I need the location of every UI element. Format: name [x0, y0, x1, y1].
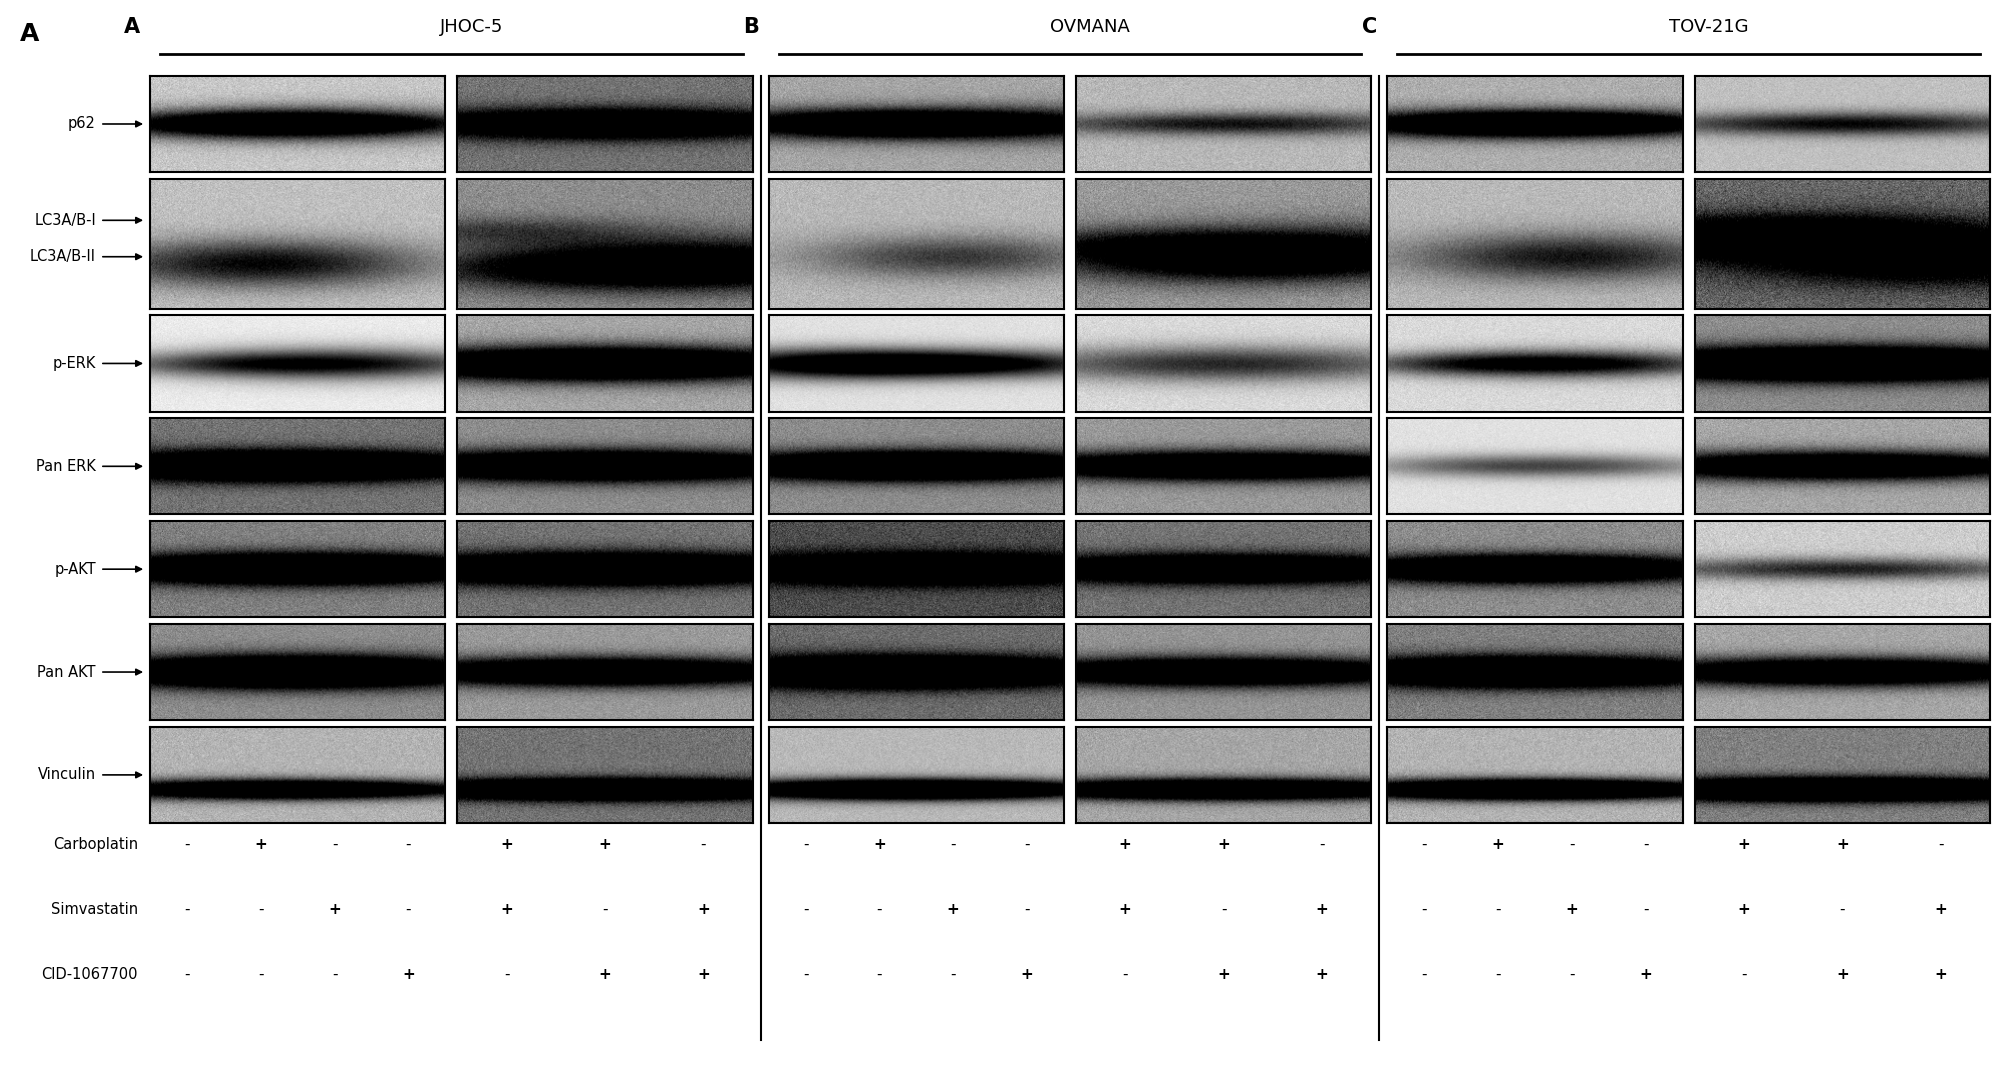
Text: +: +	[1566, 902, 1578, 917]
Text: -: -	[258, 902, 264, 917]
Text: -: -	[1320, 837, 1324, 852]
Text: -: -	[1570, 837, 1574, 852]
Text: -: -	[332, 967, 338, 982]
Text: -: -	[700, 837, 706, 852]
Text: A: A	[20, 22, 40, 45]
Text: +: +	[1738, 902, 1750, 917]
Text: A: A	[124, 17, 140, 37]
Text: -: -	[184, 902, 190, 917]
Text: B: B	[742, 17, 758, 37]
Text: -: -	[950, 967, 956, 982]
Text: C: C	[1362, 17, 1378, 37]
Text: -: -	[1644, 837, 1648, 852]
Text: +: +	[500, 837, 512, 852]
Text: -: -	[1122, 967, 1128, 982]
Text: Vinculin: Vinculin	[38, 768, 96, 782]
Text: Pan AKT: Pan AKT	[38, 665, 96, 679]
Text: p-ERK: p-ERK	[52, 356, 96, 371]
Text: OVMANA: OVMANA	[1050, 18, 1130, 36]
Text: p62: p62	[68, 117, 96, 131]
Text: +: +	[1020, 967, 1034, 982]
Text: +: +	[1316, 967, 1328, 982]
Text: +: +	[328, 902, 340, 917]
Text: -: -	[1024, 902, 1030, 917]
Text: -: -	[876, 967, 882, 982]
Text: +: +	[598, 967, 612, 982]
Text: -: -	[332, 837, 338, 852]
Text: Simvastatin: Simvastatin	[50, 902, 138, 917]
Text: -: -	[876, 902, 882, 917]
Text: p-AKT: p-AKT	[54, 562, 96, 576]
Text: -: -	[406, 902, 412, 917]
Text: Pan ERK: Pan ERK	[36, 459, 96, 473]
Text: +: +	[1836, 837, 1848, 852]
Text: +: +	[1640, 967, 1652, 982]
Text: +: +	[1118, 837, 1132, 852]
Text: +: +	[598, 837, 612, 852]
Text: +: +	[1934, 902, 1948, 917]
Text: +: +	[874, 837, 886, 852]
Text: +: +	[1218, 837, 1230, 852]
Text: -: -	[802, 837, 808, 852]
Text: -: -	[1840, 902, 1846, 917]
Text: -: -	[1496, 902, 1500, 917]
Text: -: -	[1742, 967, 1746, 982]
Text: -: -	[1422, 967, 1428, 982]
Text: -: -	[1938, 837, 1944, 852]
Text: +: +	[1118, 902, 1132, 917]
Text: -: -	[1422, 902, 1428, 917]
Text: +: +	[1836, 967, 1848, 982]
Text: +: +	[1492, 837, 1504, 852]
Text: CID-1067700: CID-1067700	[42, 967, 138, 982]
Text: +: +	[254, 837, 268, 852]
Text: +: +	[1934, 967, 1948, 982]
Text: -: -	[184, 837, 190, 852]
Text: +: +	[1218, 967, 1230, 982]
Text: -: -	[1570, 967, 1574, 982]
Text: +: +	[1738, 837, 1750, 852]
Text: +: +	[500, 902, 512, 917]
Text: -: -	[1422, 837, 1428, 852]
Text: -: -	[802, 967, 808, 982]
Text: -: -	[504, 967, 510, 982]
Text: LC3A/B-I: LC3A/B-I	[34, 212, 96, 227]
Text: -: -	[184, 967, 190, 982]
Text: +: +	[698, 967, 710, 982]
Text: -: -	[802, 902, 808, 917]
Text: -: -	[602, 902, 608, 917]
Text: -: -	[1220, 902, 1226, 917]
Text: +: +	[1316, 902, 1328, 917]
Text: TOV-21G: TOV-21G	[1668, 18, 1748, 36]
Text: +: +	[698, 902, 710, 917]
Text: -: -	[406, 837, 412, 852]
Text: -: -	[950, 837, 956, 852]
Text: LC3A/B-II: LC3A/B-II	[30, 249, 96, 264]
Text: +: +	[946, 902, 960, 917]
Text: -: -	[1496, 967, 1500, 982]
Text: -: -	[258, 967, 264, 982]
Text: +: +	[402, 967, 414, 982]
Text: Carboplatin: Carboplatin	[52, 837, 138, 852]
Text: -: -	[1644, 902, 1648, 917]
Text: JHOC-5: JHOC-5	[440, 18, 504, 36]
Text: -: -	[1024, 837, 1030, 852]
